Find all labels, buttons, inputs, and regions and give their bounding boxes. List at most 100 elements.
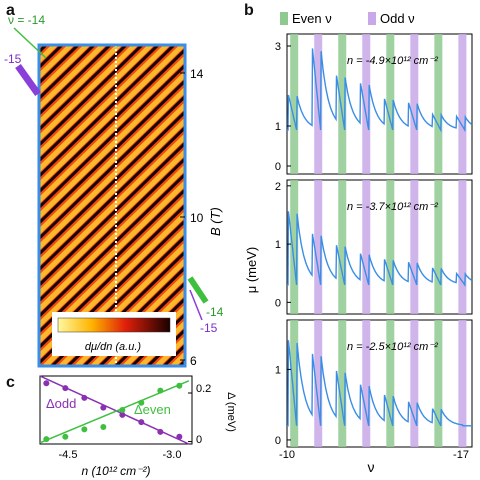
- panel-b-subplots: n = -4.9×10¹² cm⁻² 3 1 0 n = -3.7×10¹² cm⁻² 2…: [275, 33, 473, 448]
- panel-b-x-tick-label-first: -10: [279, 449, 295, 461]
- gap-point: [100, 424, 107, 430]
- heatmap-bright-fringe: [39, 70, 185, 220]
- odd-nu-band: [458, 34, 467, 174]
- odd-nu-band: [410, 34, 419, 174]
- y-tick-label-14: 14: [190, 67, 204, 81]
- legend-odd-label: Odd ν: [380, 11, 415, 26]
- mu-y-tick-label: 0: [275, 161, 281, 173]
- panel-c-x-tick-label-last: -3.0: [163, 449, 182, 461]
- mu-curve: [287, 48, 473, 133]
- heatmap-bright-fringe: [39, 45, 137, 142]
- panel-b-y-axis-label: μ (meV): [244, 247, 259, 294]
- heatmap-dark-fringe: [39, 45, 176, 179]
- odd-nu-band: [410, 180, 419, 314]
- heatmap-bright-fringe: [39, 45, 185, 189]
- heatmap-dark-fringe: [39, 125, 185, 272]
- even-nu-band: [386, 180, 395, 314]
- y-axis-label: B (T): [208, 207, 223, 236]
- even-nu-band: [338, 34, 347, 174]
- heatmap-dark-fringe: [39, 45, 128, 132]
- odd-nu-band: [362, 180, 371, 314]
- mu-y-tick-label: 3: [275, 41, 281, 53]
- panel-c-y-tick-label-bottom: 0: [196, 434, 202, 446]
- panel-b-x-tick-label-last: -17: [453, 449, 469, 461]
- heatmap-dark-fringe: [39, 45, 144, 148]
- nu-15-left-marker: [15, 63, 41, 97]
- mu-curve: [287, 340, 472, 427]
- heatmap-dark-fringe: [39, 63, 185, 210]
- heatmap-dark-fringe: [39, 156, 185, 303]
- even-nu-band: [434, 320, 443, 447]
- gap-point: [176, 382, 183, 389]
- even-nu-band: [290, 34, 299, 174]
- even-nu-band: [290, 180, 299, 314]
- panel-c-scatter: [39, 375, 192, 445]
- odd-nu-band: [458, 180, 467, 314]
- heatmap-dark-fringe: [39, 45, 160, 163]
- nu-14-right-label: -14: [206, 305, 224, 319]
- colorbar-label: dμ/dn (a.u.): [85, 341, 142, 353]
- nu-15-right-leader: [189, 289, 203, 321]
- gap-point: [81, 426, 88, 433]
- mu-y-tick-label: 1: [275, 239, 281, 251]
- even-nu-band: [338, 180, 347, 314]
- panel-b-x-axis-label: ν: [368, 459, 375, 475]
- even-nu-band: [338, 320, 347, 447]
- odd-nu-band: [362, 34, 371, 174]
- nu-14-label: ν = -14: [8, 13, 45, 27]
- gap-point: [157, 428, 164, 435]
- odd-nu-band: [314, 180, 323, 314]
- heatmap-bright-fringe: [39, 55, 185, 205]
- mu-y-tick-label: 0: [275, 435, 281, 447]
- panel-c-y-tick-label-top: 0.2: [196, 383, 211, 395]
- heatmap-bright-fringe: [39, 117, 185, 267]
- heatmap-dark-fringe: [39, 47, 185, 194]
- nu-14-right-marker: [187, 276, 209, 304]
- heatmap-bright-fringe: [0, 45, 23, 366]
- odd-nu-band: [314, 320, 323, 447]
- panel-c-chart: Δodd Δeven -4.5 -3.0 n (10¹² cm⁻²) 0.2 0…: [39, 375, 237, 478]
- legend-odd-swatch: [368, 12, 376, 25]
- heatmap-dark-fringe: [39, 110, 185, 257]
- even-nu-band: [290, 320, 299, 447]
- even-nu-band: [434, 34, 443, 174]
- panel-b-letter: b: [244, 2, 254, 19]
- heatmap-frame: [37, 43, 187, 368]
- heatmap-bright-fringe: [0, 45, 7, 366]
- heatmap-bright-fringe: [39, 45, 153, 158]
- odd-nu-band: [458, 320, 467, 447]
- y-tick-label-6: 6: [190, 354, 197, 368]
- heatmap-bright-fringe: [39, 132, 185, 282]
- gap-point: [157, 387, 164, 394]
- mu-y-tick-label: 1: [275, 121, 281, 133]
- even-nu-band: [434, 180, 443, 314]
- gap-point: [62, 385, 69, 392]
- even-nu-band: [386, 34, 395, 174]
- gap-point: [43, 380, 50, 387]
- density-annotation: n = -2.5×10¹² cm⁻²: [347, 341, 438, 353]
- heatmap-dark-fringe: [0, 45, 14, 366]
- gap-point: [81, 394, 88, 401]
- delta-even-label: Δeven: [134, 402, 171, 417]
- panel-c-x-tick-label-first: -4.5: [59, 449, 78, 461]
- y-tick-label-10: 10: [190, 211, 204, 225]
- panel-b-legend: Even ν Odd ν: [280, 11, 415, 26]
- panel-b-chart: Even ν Odd ν n = -4.9×10¹² cm⁻² 3 1 0 n = -3…: [244, 11, 473, 475]
- mu-y-tick-label: 2: [275, 181, 281, 193]
- heatmap-dark-fringe: [39, 141, 185, 288]
- heatmap-dark-fringe: [39, 94, 185, 241]
- heatmap-bright-fringe: [39, 86, 185, 236]
- panel-c-x-axis-label: n (10¹² cm⁻²): [82, 464, 151, 478]
- nu-14-leader-line: [13, 27, 47, 59]
- gap-point: [138, 399, 145, 406]
- gap-point: [176, 433, 183, 440]
- mu-y-tick-label: 1: [275, 364, 281, 376]
- panel-c-y-axis-label: Δ (meV): [225, 392, 237, 432]
- heatmap-dark-fringe: [39, 45, 112, 117]
- colorbar: [57, 317, 171, 333]
- heatmap-bright-fringe: [39, 164, 185, 314]
- odd-nu-band: [362, 320, 371, 447]
- delta-odd-label: Δodd: [46, 396, 76, 411]
- panel-a-heatmap: 14 10 6 B (T) ν = -14 -15 -14 -15 dμ/dn …: [0, 13, 224, 368]
- nu-15-right-label: -15: [200, 321, 218, 335]
